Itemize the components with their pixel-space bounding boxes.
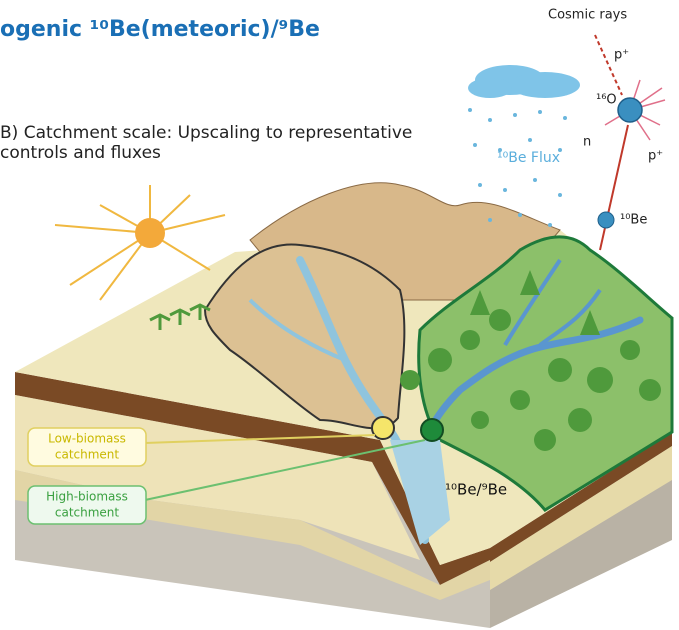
right-sand-layer [490,446,672,590]
high-pointer [144,439,426,501]
subtitle-line: controls and fluxes [0,143,161,163]
oxygen-nucleus [604,79,666,141]
low-callout-box [27,427,147,467]
cosmic-ray-arrow [594,34,623,96]
subtitle-line: B) Catchment scale: Upscaling to represe… [0,123,412,143]
low-callout-text: catchment [55,448,120,462]
trees [400,270,661,451]
low-biomass-outlet [371,416,395,440]
river-tributary-2 [248,298,346,362]
sun [54,185,226,301]
neutron-label: n [583,135,591,150]
high-callout-box [27,485,147,525]
high-biomass-outlet [420,418,444,442]
river-tributary [503,258,602,347]
right-brown-layer [490,432,672,562]
palms [149,303,211,330]
river-green [426,316,644,434]
title: ogenic ¹⁰Be(meteoric)/⁹Be [0,17,320,42]
high-callout-text: High-biomass [46,490,128,504]
be-nucleus [597,211,615,229]
be-arrow [599,124,629,251]
flux-label: ¹⁰Be Flux [497,150,560,166]
beryllium-label: ¹⁰Be [620,213,647,228]
ratio-label: ¹⁰Be/⁹Be [445,481,507,499]
valley-outlet [390,440,450,545]
high-callout-text: catchment [55,506,120,520]
front-brown-layer [15,372,490,585]
cloud [468,65,580,98]
oxygen-label: ¹⁶O [596,93,617,108]
proton-out-label: p⁺ [648,149,663,164]
low-callout-text: Low-biomass [48,432,126,446]
cosmic-rays-label: Cosmic rays [548,8,627,23]
rain [468,108,567,227]
proton-in-label: p⁺ [614,48,629,63]
low-pointer [144,434,376,444]
